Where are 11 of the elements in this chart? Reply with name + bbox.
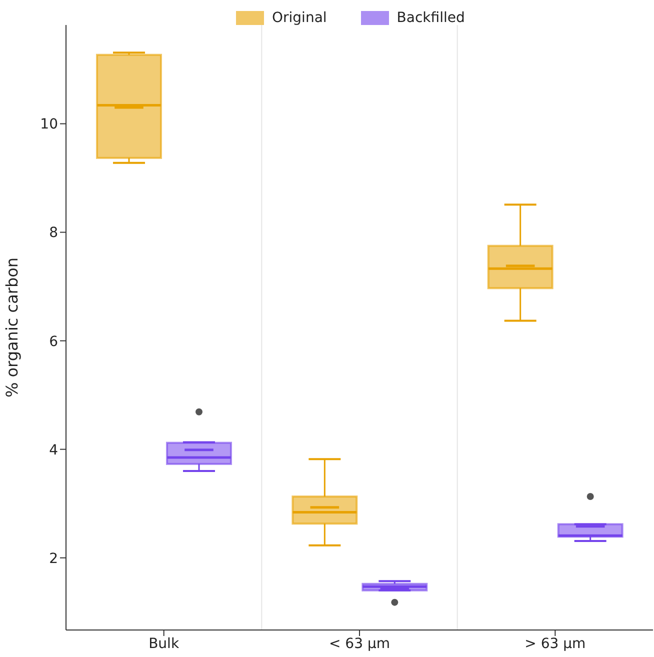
y-axis-title: % organic carbon bbox=[2, 257, 22, 398]
y-tick-label: 8 bbox=[49, 225, 58, 242]
y-tick-label: 6 bbox=[49, 334, 58, 350]
legend-label: Backfilled bbox=[396, 10, 465, 26]
legend-label: Original bbox=[272, 10, 327, 26]
y-tick-label: 4 bbox=[49, 442, 58, 458]
y-tick-label: 10 bbox=[40, 116, 58, 133]
x-tick-label: > 63 µm bbox=[524, 636, 586, 652]
x-tick-label: Bulk bbox=[148, 636, 180, 652]
x-tick-label: < 63 µm bbox=[329, 636, 390, 652]
y-tick-label: 2 bbox=[49, 550, 58, 567]
